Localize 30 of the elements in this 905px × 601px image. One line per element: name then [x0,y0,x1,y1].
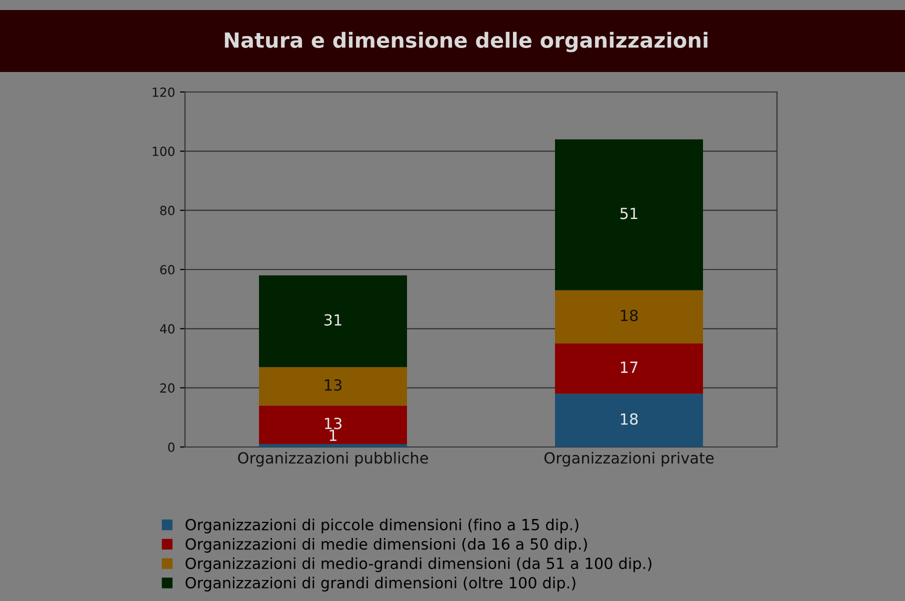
data-label: 13 [324,379,342,391]
data-label: 18 [620,413,638,425]
data-label: 1 [330,430,336,441]
chart-title: Natura e dimensione delle organizzazioni [224,32,708,52]
data-label: 18 [620,310,638,322]
bar [555,343,703,394]
y-tick-label: 120 [152,87,174,97]
legend-label: Organizzazioni di medie dimensioni (da 16 a 50 dip.) [186,538,587,553]
bar [259,367,407,406]
y-tick-label: 80 [160,206,174,216]
bar [555,394,703,447]
bar [555,290,703,344]
y-tick-label: 0 [168,442,174,452]
data-label: 13 [324,418,342,430]
bar [259,275,407,368]
legend-label: Organizzazioni di medio-grandi dimensioni (da 51 a 100 dip.) [186,557,652,572]
x-tick-label: Organizzazioni private [544,452,714,467]
y-tick-label: 100 [152,146,174,156]
y-tick-label: 20 [160,383,174,393]
y-tick-label: 40 [160,324,174,334]
data-label: 31 [324,314,342,326]
bar [555,139,703,290]
legend-label: Organizzazioni di piccole dimensioni (fino a 15 dip.) [186,518,578,534]
legend-label: Organizzazioni di grandi dimensioni (oltre 100 dip.) [186,576,576,592]
bar [259,444,407,447]
x-tick-label: Organizzazioni pubbliche [238,452,428,467]
data-label: 17 [620,362,638,373]
bar [259,406,407,444]
y-tick-label: 60 [160,264,174,274]
data-label: 51 [620,208,638,220]
